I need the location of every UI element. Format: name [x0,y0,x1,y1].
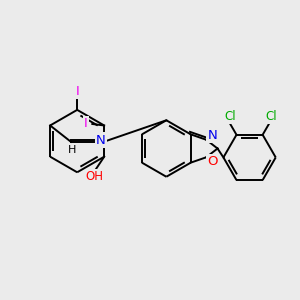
Text: OH: OH [86,169,104,182]
Text: O: O [207,154,217,168]
Text: H: H [68,145,76,155]
Text: N: N [207,129,217,142]
Text: I: I [75,85,79,98]
Text: N: N [96,134,106,146]
Text: Cl: Cl [265,110,277,123]
Text: I: I [84,117,88,130]
Text: Cl: Cl [224,110,236,123]
